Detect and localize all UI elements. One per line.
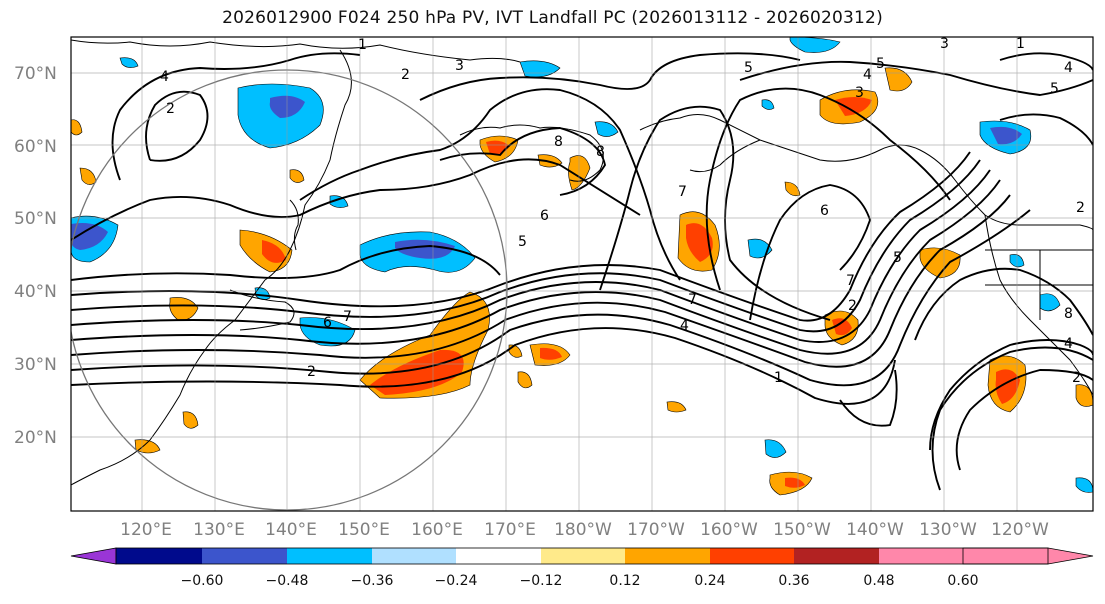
colorbar-tick-label: 0.24	[694, 573, 725, 589]
colorbar-segment	[372, 548, 456, 564]
lon-label: 140°W	[846, 520, 904, 540]
colorbar-tick-label: −0.24	[435, 573, 478, 589]
contour-label: 5	[518, 234, 527, 250]
lat-label: 60°N	[14, 137, 57, 157]
colorbar-segment	[879, 548, 963, 564]
lat-label: 30°N	[14, 355, 57, 375]
contour-label: 3	[455, 58, 464, 74]
lat-label: 40°N	[14, 282, 57, 302]
contour-label: 7	[678, 184, 687, 200]
contour-label: 1	[1016, 36, 1025, 52]
lon-label: 170°W	[627, 520, 685, 540]
contour-label: 5	[744, 60, 753, 76]
contour-label: 6	[820, 203, 829, 219]
lat-label: 70°N	[14, 64, 57, 84]
lon-label: 140°E	[265, 520, 317, 540]
colorbar: −0.60 −0.48 −0.36 −0.24 −0.12 0.12 0.24 …	[70, 547, 1094, 589]
colorbar-segment	[541, 548, 625, 564]
contour-label: 4	[1064, 60, 1073, 76]
lon-label: 120°W	[991, 520, 1049, 540]
longitude-labels: 120°E 130°E 140°E 150°E 160°E 170°E 180°…	[120, 520, 1049, 540]
contour-label: 1	[774, 370, 783, 386]
colorbar-tick-label: −0.60	[181, 573, 224, 589]
contour-label: 4	[863, 67, 872, 83]
colorbar-tick-label: −0.48	[266, 573, 309, 589]
coastlines	[71, 39, 1093, 486]
contour-label: 8	[1064, 306, 1073, 322]
contour-label: 3	[940, 36, 949, 52]
lon-label: 170°E	[484, 520, 536, 540]
contour-label: 2	[1076, 200, 1085, 216]
plot-title: 2026012900 F024 250 hPa PV, IVT Landfall…	[222, 8, 883, 28]
colorbar-segment	[116, 548, 202, 564]
contour-label: 3	[855, 85, 864, 101]
colorbar-extend-left	[70, 547, 117, 565]
lon-label: 160°E	[411, 520, 463, 540]
lon-label: 120°E	[120, 520, 172, 540]
colorbar-tick-label: 0.48	[863, 573, 894, 589]
lon-label: 180°W	[554, 520, 612, 540]
contour-label: 1	[358, 37, 367, 53]
contour-label: 5	[893, 250, 902, 266]
colorbar-tick-label: 0.60	[947, 573, 978, 589]
contour-label: 6	[323, 315, 332, 331]
lat-label: 20°N	[14, 428, 57, 448]
colorbar-segment	[456, 548, 541, 564]
colorbar-tick-label: −0.36	[351, 573, 394, 589]
contour-label: 2	[1072, 370, 1081, 386]
colorbar-tick-label: 0.36	[778, 573, 809, 589]
contour-label: 8	[596, 144, 605, 160]
contour-label: 2	[307, 364, 316, 380]
colorbar-tick-label: 0.12	[609, 573, 640, 589]
lon-label: 130°W	[919, 520, 977, 540]
colorbar-segment	[625, 548, 710, 564]
colorbar-segment	[287, 548, 372, 564]
contour-label: 5	[1050, 81, 1059, 97]
contour-label: 2	[848, 298, 857, 314]
contour-label: 4	[1064, 336, 1073, 352]
contour-label: 8	[554, 134, 563, 150]
contour-label: 2	[166, 101, 175, 117]
contour-label: 7	[846, 273, 855, 289]
contour-label: 2	[401, 67, 410, 83]
lon-label: 150°E	[338, 520, 390, 540]
colorbar-extend-right	[962, 547, 1094, 565]
lon-label: 160°W	[700, 520, 758, 540]
lat-label: 50°N	[14, 209, 57, 229]
contour-label: 7	[343, 309, 352, 325]
latitude-labels: 70°N 60°N 50°N 40°N 30°N 20°N	[14, 64, 57, 448]
lon-label: 150°W	[773, 520, 831, 540]
map-border	[70, 36, 1094, 512]
lon-label: 130°E	[193, 520, 245, 540]
colorbar-segment	[202, 548, 287, 564]
contour-label: 6	[540, 208, 549, 224]
contour-label: 7	[688, 292, 697, 308]
colorbar-segment	[794, 548, 879, 564]
contour-label: 4	[160, 69, 169, 85]
graticule	[71, 37, 1093, 511]
contour-labels: 4 2 1 2 3 8 8 6 5 7 4 1 7 6 2 5 4 3 5 3 …	[160, 36, 1085, 386]
colorbar-tick-label: −0.12	[520, 573, 563, 589]
contour-label: 4	[680, 318, 689, 334]
contour-label: 5	[876, 56, 885, 72]
colorbar-segment	[710, 548, 794, 564]
